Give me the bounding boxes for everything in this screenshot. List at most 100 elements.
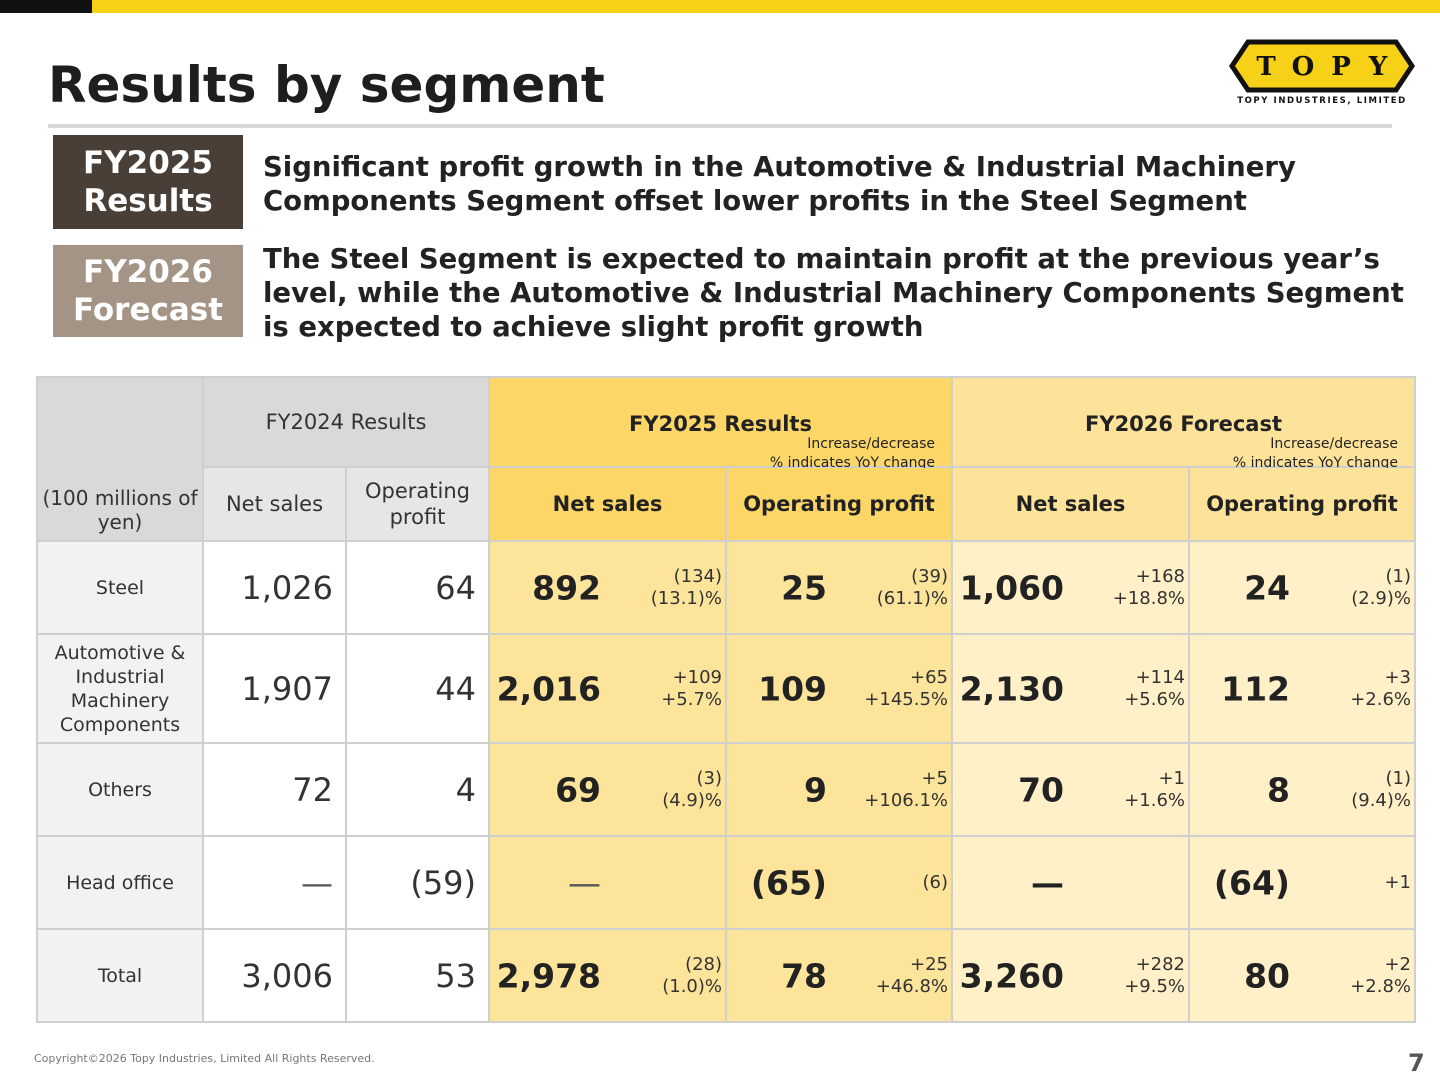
logo-letter-t: T xyxy=(1256,52,1276,82)
change-percent: (9.4)% xyxy=(1351,789,1412,811)
col-fy2026-operating-profit: Operating profit xyxy=(1188,466,1417,542)
change-amount: (1) xyxy=(1385,767,1412,789)
change: (6) xyxy=(923,872,949,894)
change-amount: +168 xyxy=(1135,565,1186,587)
badge-fy2025-results: FY2025 Results xyxy=(53,135,243,229)
fy2024-net-sales: — xyxy=(202,835,347,930)
change-percent: +145.5% xyxy=(864,688,949,710)
fy2024-net-sales: 1,907 xyxy=(202,633,347,744)
note-line1: Increase/decrease xyxy=(807,436,936,452)
change-amount: (1) xyxy=(1385,565,1412,587)
summary-forecast: The Steel Segment is expected to maintai… xyxy=(263,243,1404,343)
change-amount: +1 xyxy=(1158,767,1186,789)
segment-label: Automotive & Industrial Machinery Compon… xyxy=(36,633,204,744)
fy2024-net-sales: 72 xyxy=(202,742,347,837)
badge-fy2026-forecast: FY2026 Forecast xyxy=(53,245,243,337)
cell-content: 3,260 +282 +9.5% xyxy=(953,930,1188,1021)
value: 9 xyxy=(804,770,828,809)
badge-forecast-line1: FY2026 xyxy=(83,254,213,290)
change-amount: +25 xyxy=(910,953,949,975)
change-amount: (6) xyxy=(922,871,949,893)
title-divider xyxy=(48,124,1392,128)
value: 2,130 xyxy=(959,669,1065,708)
change-percent: (13.1)% xyxy=(650,587,723,609)
fy2024-operating-profit: (59) xyxy=(344,835,491,930)
fy2025-net-sales: 2,016 +109 +5.7% xyxy=(488,633,728,744)
fy2025-operating-profit: 109 +65 +145.5% xyxy=(725,633,954,744)
change-amount: +282 xyxy=(1135,953,1186,975)
change: +3 +2.6% xyxy=(1350,667,1411,711)
header-fy2026-title: FY2026 Forecast xyxy=(1085,412,1283,436)
header-fy2024: FY2024 Results xyxy=(201,376,491,468)
cell-content: 2,130 +114 +5.6% xyxy=(953,635,1188,742)
fy2026-net-sales: 70 +1 +1.6% xyxy=(951,742,1191,837)
value: 892 xyxy=(532,568,602,607)
cell-content: 109 +65 +145.5% xyxy=(727,635,951,742)
fy2024-operating-profit: 4 xyxy=(344,742,491,837)
cell-content: 9 +5 +106.1% xyxy=(727,744,951,835)
col-fy2024-net-sales: Net sales xyxy=(202,466,347,542)
badge-forecast-line2: Forecast xyxy=(72,292,224,328)
change-percent: +2.6% xyxy=(1350,688,1412,710)
segment-label: Others xyxy=(36,742,204,837)
cell-content: 78 +25 +46.8% xyxy=(727,930,951,1021)
page-number: 7 xyxy=(1408,1049,1425,1077)
segment-results-table: (100 millions of yen) FY2024 Results FY2… xyxy=(36,376,1417,1023)
copyright: Copyright©2026 Topy Industries, Limited … xyxy=(34,1052,375,1065)
value: 2,016 xyxy=(496,669,602,708)
change: (1) (9.4)% xyxy=(1351,768,1411,812)
value: 69 xyxy=(555,770,602,809)
unit-label: (100 millions of yen) xyxy=(36,376,204,542)
value: 25 xyxy=(781,568,828,607)
change: +114 +5.6% xyxy=(1124,667,1185,711)
cell-content: — xyxy=(953,837,1188,928)
change: +5 +106.1% xyxy=(864,768,948,812)
badge-results-line2: Results xyxy=(83,183,213,219)
fy2024-operating-profit: 64 xyxy=(344,540,491,635)
fy2024-net-sales: 3,006 xyxy=(202,928,347,1023)
fy2024-operating-profit: 44 xyxy=(344,633,491,744)
cell-content: 80 +2 +2.8% xyxy=(1190,930,1414,1021)
cell-content: (64) +1 xyxy=(1190,837,1414,928)
change-percent: (4.9)% xyxy=(662,789,723,811)
logo-letter-y: Y xyxy=(1368,52,1388,82)
fy2025-operating-profit: 78 +25 +46.8% xyxy=(725,928,954,1023)
value: 8 xyxy=(1267,770,1291,809)
fy2024-net-sales: 1,026 xyxy=(202,540,347,635)
change-percent: +9.5% xyxy=(1124,975,1186,997)
fy2025-operating-profit: 25 (39) (61.1)% xyxy=(725,540,954,635)
cell-content: 2,978 (28) (1.0)% xyxy=(490,930,725,1021)
col-fy2024-operating-profit: Operating profit xyxy=(344,466,491,542)
value: 80 xyxy=(1244,956,1291,995)
value: 112 xyxy=(1221,669,1291,708)
fy2026-net-sales: — xyxy=(951,835,1191,930)
change: +109 +5.7% xyxy=(661,667,722,711)
table-row: Head office — (59) — (65) (6) — (64) +1 xyxy=(36,835,1417,930)
header-fy2025-title: FY2025 Results xyxy=(629,412,812,436)
change: (3) (4.9)% xyxy=(662,768,722,812)
topy-logo: T O P Y xyxy=(1228,39,1416,93)
fy2026-operating-profit: 112 +3 +2.6% xyxy=(1188,633,1417,744)
top-accent-bar-yellow xyxy=(92,0,1440,13)
change: +2 +2.8% xyxy=(1350,954,1411,998)
change-percent: (1.0)% xyxy=(662,975,723,997)
fy2026-operating-profit: (64) +1 xyxy=(1188,835,1417,930)
table-row: Automotive & Industrial Machinery Compon… xyxy=(36,633,1417,744)
value: 24 xyxy=(1244,568,1291,607)
change: (28) (1.0)% xyxy=(662,954,722,998)
col-fy2026-net-sales: Net sales xyxy=(951,466,1191,542)
change: +65 +145.5% xyxy=(864,667,948,711)
value: — xyxy=(1031,863,1065,902)
badge-results-line1: FY2025 xyxy=(83,145,213,181)
logo-subtitle: TOPY INDUSTRIES, LIMITED xyxy=(1237,96,1407,106)
value: — xyxy=(568,863,602,902)
change-percent: +1.6% xyxy=(1124,789,1186,811)
value: 1,060 xyxy=(959,568,1065,607)
cell-content: 1,060 +168 +18.8% xyxy=(953,542,1188,633)
change-percent: (61.1)% xyxy=(876,587,949,609)
header-fy2025: FY2025 Results Increase/decrease% indica… xyxy=(488,376,954,471)
change-percent: (2.9)% xyxy=(1351,587,1412,609)
change-amount: +65 xyxy=(910,666,949,688)
fy2025-operating-profit: 9 +5 +106.1% xyxy=(725,742,954,837)
change: +168 +18.8% xyxy=(1113,566,1185,610)
